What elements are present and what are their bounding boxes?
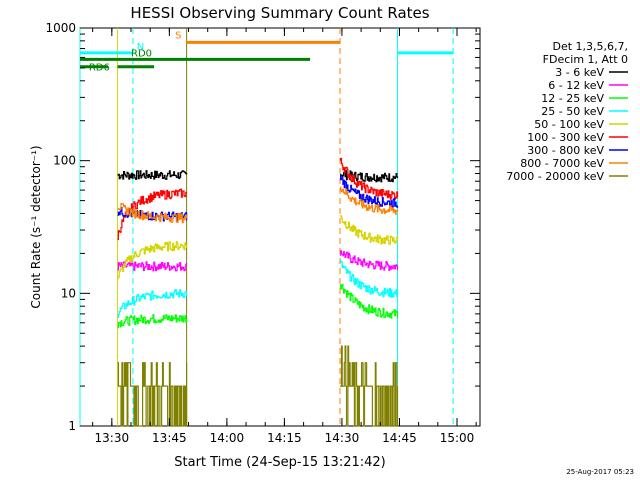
y-tick-label: 1000 bbox=[45, 21, 76, 35]
x-tick-label: 14:45 bbox=[382, 431, 417, 445]
legend-entry-label: 6 - 12 keV bbox=[548, 79, 604, 92]
data-marks: N S RD0 RD6 bbox=[79, 28, 454, 427]
series-line-25to50keV bbox=[340, 259, 399, 298]
legend-header: Det 1,3,5,6,7, bbox=[552, 40, 628, 53]
series-line-50to100keV bbox=[340, 215, 399, 245]
y-tick-label: 100 bbox=[53, 154, 76, 168]
x-tick-label: 14:00 bbox=[210, 431, 245, 445]
series-line-25to50keV bbox=[117, 289, 188, 318]
x-tick-label: 14:30 bbox=[325, 431, 360, 445]
legend-entry-label: 25 - 50 keV bbox=[541, 105, 604, 118]
legend-entry-label: 50 - 100 keV bbox=[534, 118, 604, 131]
series-line-3to6keV bbox=[117, 170, 188, 180]
x-axis-label: Start Time (24-Sep-15 13:21:42) bbox=[174, 455, 385, 470]
axis-ticks: 13:30 13:45 14:00 14:15 14:30 14:45 15:00 1 10 10… bbox=[45, 21, 480, 445]
series-line-100to300keV bbox=[340, 157, 399, 200]
series-line-300to800keV bbox=[340, 173, 399, 208]
y-tick-label: 10 bbox=[61, 286, 76, 300]
series-line-12to25keV bbox=[117, 314, 188, 329]
y-axis-label: Count Rate (s⁻¹ detector⁻¹) bbox=[29, 145, 43, 308]
plot-border bbox=[79, 27, 481, 427]
x-tick-label: 13:45 bbox=[152, 431, 187, 445]
series-line-800to7000keV bbox=[340, 186, 399, 215]
footer-timestamp: 25-Aug-2017 05:23 bbox=[566, 468, 634, 476]
flag-label: N bbox=[137, 42, 144, 53]
legend-entry-label: 300 - 800 keV bbox=[527, 144, 604, 157]
x-tick-label: 13:30 bbox=[95, 431, 130, 445]
series-line-800to7000keV bbox=[117, 203, 188, 224]
flag-label: RD6 bbox=[89, 62, 110, 73]
legend: Det 1,3,5,6,7,FDecim 1, Att 03 - 6 keV6 … bbox=[506, 40, 628, 183]
flag-label: S bbox=[175, 31, 181, 42]
series-line-12to25keV bbox=[340, 283, 399, 319]
series-line-6to12keV bbox=[340, 250, 399, 271]
series-line-7000to20000keV bbox=[340, 345, 399, 427]
legend-entry-label: 7000 - 20000 keV bbox=[506, 170, 604, 183]
legend-entry-label: 12 - 25 keV bbox=[541, 92, 604, 105]
series-line-50to100keV bbox=[117, 241, 188, 279]
x-tick-label: 14:15 bbox=[267, 431, 302, 445]
legend-entry-label: 100 - 300 keV bbox=[527, 131, 604, 144]
series-line-6to12keV bbox=[117, 261, 188, 272]
series-line-3to6keV bbox=[340, 170, 399, 183]
flag-label: RD0 bbox=[131, 48, 152, 59]
legend-header: FDecim 1, Att 0 bbox=[543, 53, 628, 66]
y-tick-label: 1 bbox=[68, 419, 76, 433]
legend-entry-label: 800 - 7000 keV bbox=[520, 157, 604, 170]
legend-entry-label: 3 - 6 keV bbox=[555, 66, 604, 79]
x-tick-label: 15:00 bbox=[440, 431, 475, 445]
plot-frame bbox=[79, 27, 481, 427]
series-line-7000to20000keV bbox=[117, 362, 188, 427]
chart-title: HESSI Observing Summary Count Rates bbox=[130, 4, 429, 22]
